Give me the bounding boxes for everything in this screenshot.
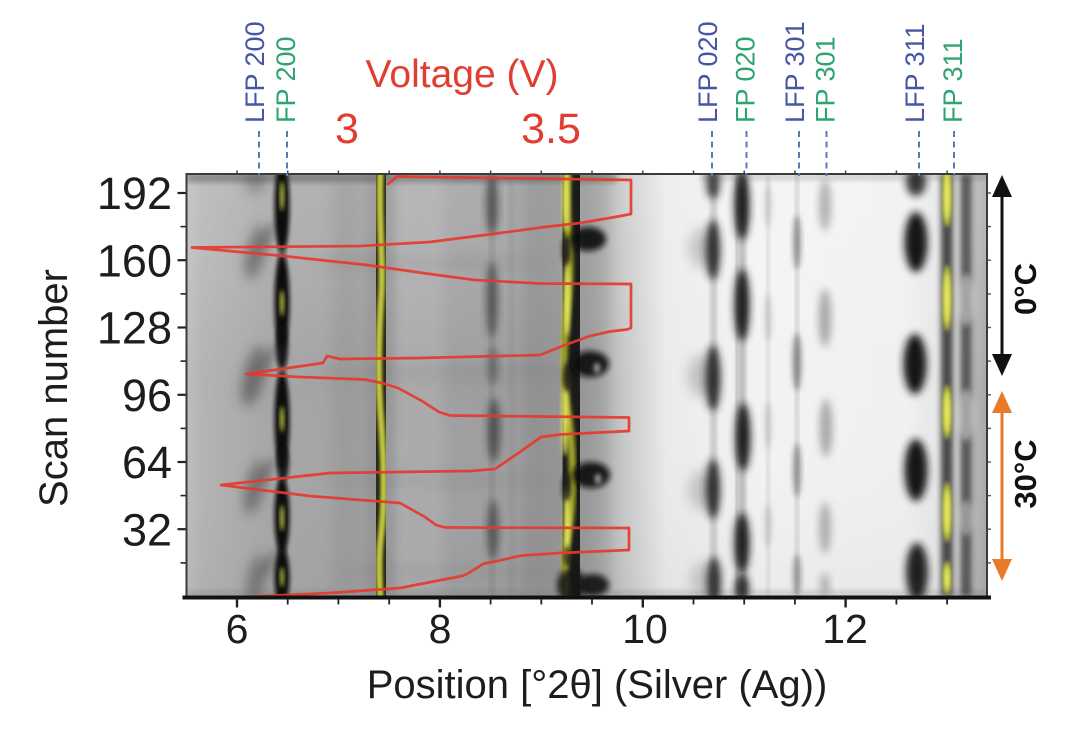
svg-text:LFP 301: LFP 301: [780, 21, 810, 123]
svg-text:10: 10: [622, 606, 668, 652]
svg-text:FP 301: FP 301: [811, 36, 841, 123]
svg-text:64: 64: [122, 437, 172, 488]
svg-text:160: 160: [97, 235, 172, 286]
svg-text:LFP 311: LFP 311: [900, 23, 930, 123]
svg-text:12: 12: [822, 606, 868, 652]
svg-text:FP 311: FP 311: [938, 38, 968, 123]
svg-text:192: 192: [97, 168, 172, 219]
svg-text:FP 200: FP 200: [271, 36, 301, 123]
svg-text:FP 020: FP 020: [731, 36, 761, 123]
svg-text:3: 3: [335, 105, 359, 153]
svg-text:6: 6: [226, 606, 249, 652]
svg-text:Scan number: Scan number: [32, 269, 76, 507]
svg-text:128: 128: [97, 303, 172, 354]
svg-text:0°C: 0°C: [1008, 263, 1043, 315]
svg-text:LFP 200: LFP 200: [240, 21, 270, 123]
svg-text:LFP 020: LFP 020: [693, 21, 723, 123]
svg-text:32: 32: [122, 504, 172, 555]
svg-text:96: 96: [122, 370, 172, 421]
svg-text:8: 8: [429, 606, 452, 652]
svg-text:Position [°2θ] (Silver (Ag)): Position [°2θ] (Silver (Ag)): [367, 663, 828, 707]
svg-text:30°C: 30°C: [1008, 439, 1043, 508]
svg-text:3.5: 3.5: [521, 105, 581, 153]
svg-text:Voltage (V): Voltage (V): [366, 53, 559, 96]
